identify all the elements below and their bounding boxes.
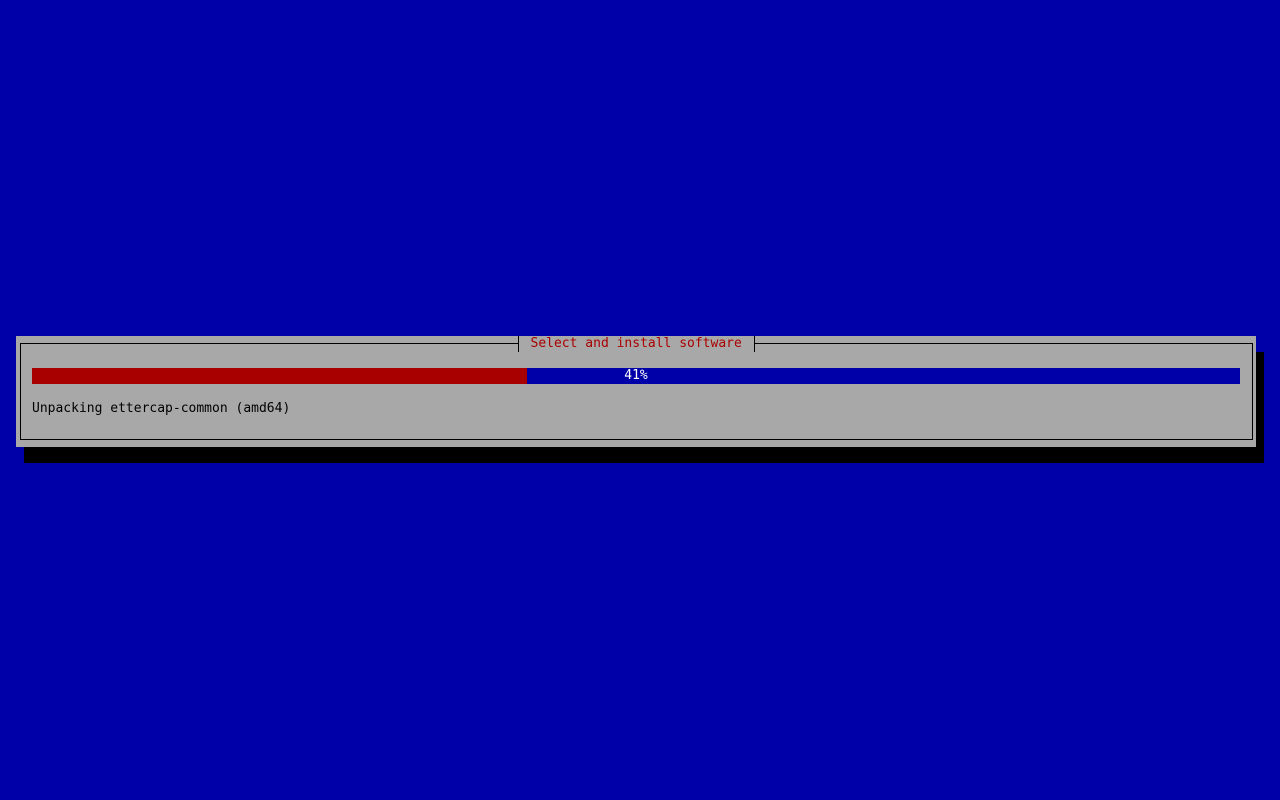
progress-bar: 41% — [32, 368, 1240, 384]
status-text: Unpacking ettercap-common (amd64) — [32, 401, 291, 416]
dialog-frame — [20, 343, 1253, 440]
dialog-title: Select and install software — [517, 336, 755, 352]
progress-fill — [32, 368, 528, 384]
progress-dialog: Select and install software 41% Unpackin… — [16, 336, 1256, 447]
progress-percent: 41% — [624, 368, 648, 383]
